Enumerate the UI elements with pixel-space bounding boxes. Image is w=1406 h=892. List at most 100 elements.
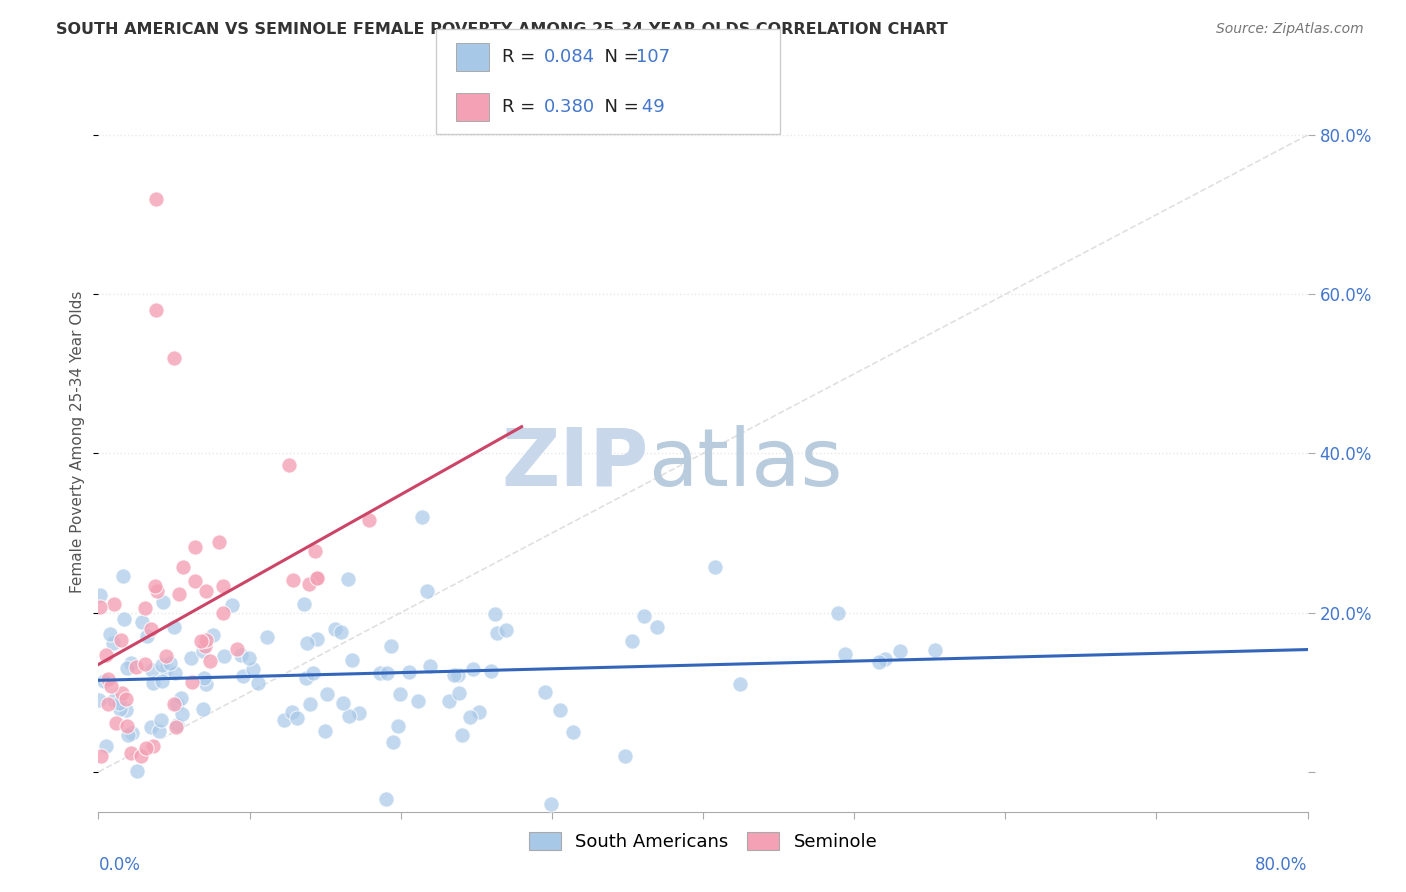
Point <box>548 703 571 717</box>
Point <box>305 571 328 585</box>
Point <box>115 703 138 717</box>
Point <box>347 706 370 721</box>
Point <box>96 648 118 662</box>
Point <box>443 667 465 681</box>
Point <box>201 628 224 642</box>
Point <box>184 574 207 588</box>
Point <box>165 720 187 734</box>
Point <box>142 676 165 690</box>
Point <box>194 677 217 691</box>
Text: atlas: atlas <box>648 425 844 503</box>
Point <box>131 615 153 629</box>
Text: 80.0%: 80.0% <box>1256 855 1308 873</box>
Point <box>382 735 405 749</box>
Point <box>194 639 217 653</box>
Point <box>111 568 134 582</box>
Point <box>212 606 235 620</box>
Point <box>337 709 360 723</box>
Point <box>479 664 502 678</box>
Point <box>302 665 325 680</box>
Point <box>112 612 135 626</box>
Point <box>256 630 278 644</box>
Point <box>200 654 222 668</box>
Point <box>143 579 166 593</box>
Point <box>190 634 212 648</box>
Point <box>141 622 163 636</box>
Point <box>134 657 156 672</box>
Point <box>614 748 637 763</box>
Point <box>103 597 125 611</box>
Point <box>416 583 439 598</box>
Point <box>125 659 148 673</box>
Point <box>484 607 506 621</box>
Point <box>89 588 111 602</box>
Point <box>97 698 120 712</box>
Point <box>172 559 194 574</box>
Point <box>145 192 167 206</box>
Point <box>103 693 125 707</box>
Y-axis label: Female Poverty Among 25-34 Year Olds: Female Poverty Among 25-34 Year Olds <box>70 291 86 592</box>
Point <box>212 579 235 593</box>
Text: 0.380: 0.380 <box>544 98 595 116</box>
Point <box>295 636 318 650</box>
Point <box>148 724 170 739</box>
Point <box>332 696 354 710</box>
Point <box>316 687 339 701</box>
Point <box>155 662 177 676</box>
Point <box>620 633 643 648</box>
Point <box>242 662 264 676</box>
Point <box>170 707 193 722</box>
Point <box>166 698 188 712</box>
Point <box>281 706 304 720</box>
Text: N =: N = <box>593 98 645 116</box>
Point <box>108 702 131 716</box>
Point <box>336 572 359 586</box>
Point <box>314 723 336 738</box>
Point <box>100 626 122 640</box>
Text: 0.084: 0.084 <box>544 48 595 66</box>
Point <box>225 642 247 657</box>
Point <box>375 791 398 805</box>
Point <box>208 535 231 549</box>
Point <box>180 674 202 689</box>
Point <box>193 671 215 685</box>
Point <box>125 764 148 779</box>
Point <box>704 560 727 574</box>
Point <box>419 658 441 673</box>
Point <box>450 728 472 742</box>
Point <box>93 673 115 688</box>
Point <box>129 749 152 764</box>
Point <box>121 726 143 740</box>
Point <box>89 600 111 615</box>
Point <box>387 719 409 733</box>
Point <box>117 728 139 742</box>
Text: ZIP: ZIP <box>502 425 648 503</box>
Point <box>633 608 655 623</box>
Point <box>368 666 391 681</box>
Point <box>273 714 295 728</box>
Point <box>889 643 911 657</box>
Point <box>100 679 122 693</box>
Point <box>827 606 849 620</box>
Point <box>163 697 186 711</box>
Text: 107: 107 <box>636 48 669 66</box>
Point <box>834 647 856 661</box>
Point <box>150 713 173 727</box>
Point <box>461 662 484 676</box>
Point <box>247 676 270 690</box>
Point <box>645 620 668 634</box>
Point <box>304 543 326 558</box>
Point <box>115 692 138 706</box>
Point <box>150 657 173 672</box>
Point <box>195 632 218 647</box>
Point <box>298 577 321 591</box>
Point <box>283 573 305 587</box>
Point <box>193 702 215 716</box>
Point <box>152 595 174 609</box>
Point <box>285 711 308 725</box>
Point <box>150 674 173 689</box>
Point <box>163 620 186 634</box>
Point <box>329 625 352 640</box>
Point <box>163 665 186 680</box>
Point <box>120 746 142 760</box>
